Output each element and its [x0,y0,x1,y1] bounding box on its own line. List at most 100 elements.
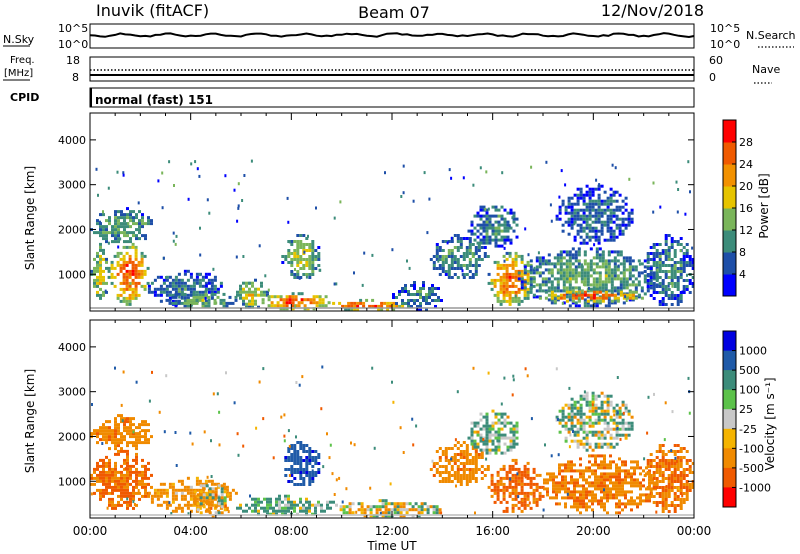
power-cell [116,293,120,297]
power-cell [132,219,135,223]
power-cell [299,234,303,237]
velocity-cell [552,481,555,485]
power-cell [287,220,290,224]
velocity-cell [220,502,224,506]
power-cell [512,220,516,224]
velocity-cell [465,477,469,480]
power-cell [125,287,129,291]
power-cell [577,299,581,303]
power-cell [595,250,599,254]
power-cell [628,290,632,294]
velocity-cell [331,472,334,476]
velocity-cell [278,497,281,501]
velocity-cell [588,415,592,419]
power-cell [147,290,151,294]
velocity-cell [363,508,367,512]
power-cell [512,217,516,221]
velocity-cell [360,511,364,515]
velocity-cell [189,509,193,513]
velocity-cell [582,484,585,488]
velocity-cell [658,450,662,453]
power-cell [571,268,575,272]
power-cell [600,208,604,212]
velocity-cell [655,501,659,504]
power-cell [619,262,623,266]
velocity-cell [108,503,111,507]
power-cell [204,289,208,293]
power-cell [595,283,599,287]
power-cell [624,226,628,230]
velocity-cell [570,427,574,431]
power-cell [550,293,554,297]
power-cell [180,281,184,285]
velocity-cell [511,503,515,507]
power-cell [398,304,402,308]
power-cell [607,271,611,275]
power-cell [619,290,623,294]
velocity-cell [544,443,546,447]
power-cell [290,273,294,276]
velocity-cell [679,471,683,474]
power-cell [147,287,151,291]
power-cell [568,256,572,260]
velocity-cell [509,442,513,446]
power-cell [609,232,613,236]
power-cell [631,283,635,287]
power-cell [604,259,608,263]
power-cell [386,304,390,308]
power-cell [559,296,563,300]
power-cell [503,226,507,230]
velocity-heatmap [90,365,694,518]
velocity-cell [193,502,197,506]
velocity-cell [305,468,309,471]
power-cell [582,196,586,200]
power-cell [582,193,586,197]
power-cell [335,282,338,286]
velocity-colorbar-label: Velocity [m s⁻¹] [763,377,777,470]
velocity-cell [646,459,650,462]
velocity-cell [485,427,489,431]
power-cell [210,287,214,291]
velocity-cell [618,481,621,485]
velocity-cell [673,450,677,453]
power-cell [419,287,422,290]
velocity-cell [123,435,126,439]
velocity-cell [217,502,221,506]
velocity-cell [670,483,674,486]
velocity-cell [552,475,555,479]
velocity-cell [679,459,683,462]
velocity-cell [655,510,658,514]
power-cell [577,253,581,257]
velocity-cell [509,477,512,481]
velocity-cell [444,468,448,471]
power-cell [550,274,554,278]
power-cell [538,286,542,290]
velocity-cell [414,502,418,506]
velocity-cell [515,424,519,428]
velocity-cell [126,500,129,504]
power-cell [476,223,480,227]
velocity-cell [618,415,622,419]
power-cell [125,278,129,282]
power-cell [105,237,108,241]
power-cell [670,240,674,243]
velocity-cell [514,503,518,507]
power-cell [251,290,254,294]
velocity-cell [691,462,694,465]
velocity-cell [615,502,618,506]
velocity-cell [597,502,600,506]
velocity-cell [123,473,126,477]
velocity-cell [552,487,555,491]
velocity-cell [105,473,108,477]
power-cell [422,299,425,302]
power-cell [459,240,463,243]
velocity-cell [579,475,582,479]
velocity-cell [600,463,603,467]
velocity-cell [600,436,604,440]
velocity-cell [618,472,621,476]
velocity-cell [579,484,582,488]
velocity-cell [612,421,616,425]
power-cell [450,249,454,252]
velocity-cell [573,433,577,437]
power-cell [619,253,623,257]
